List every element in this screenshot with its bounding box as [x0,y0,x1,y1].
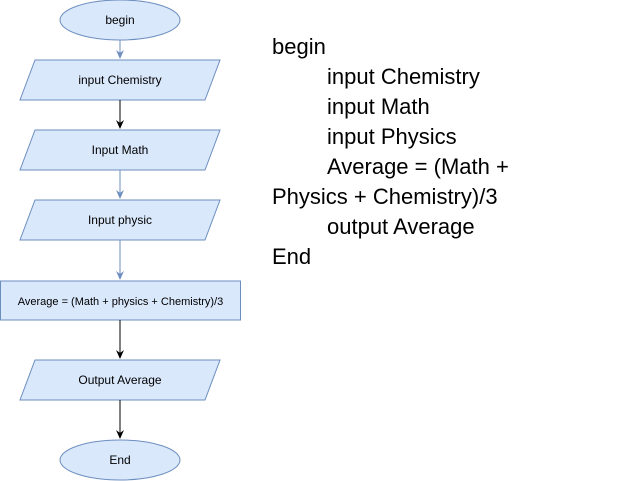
flowchart-diagram: begin input Chemistry Input Math Input p… [0,0,241,481]
end-node: End [59,439,181,481]
pseudocode-input-chemistry: input Chemistry [327,64,480,89]
pseudocode-output-average: output Average [327,214,475,239]
pseudocode-input-physics: input Physics [327,124,457,149]
pseudocode-average-line-2: Physics + Chemistry)/3 [272,184,498,209]
input-physic-node: Input physic [19,199,221,241]
input-math-label: Input Math [92,143,149,157]
begin-label: begin [105,13,134,27]
output-average-label: Output Average [78,373,162,387]
input-chemistry-label: input Chemistry [78,73,161,87]
pseudocode-block: begin input Chemistry input Math input P… [272,32,572,272]
input-math-node: Input Math [19,129,221,171]
average-process-node: Average = (Math + physics + Chemistry)/3 [0,280,241,321]
begin-node: begin [59,0,181,41]
input-physic-label: Input physic [88,213,152,227]
average-process-label: Average = (Math + physics + Chemistry)/3 [18,296,224,308]
pseudocode-end: End [272,244,312,269]
pseudocode-begin: begin [272,34,326,59]
end-label: End [109,453,130,467]
output-average-node: Output Average [19,359,221,401]
input-chemistry-node: input Chemistry [19,59,221,101]
pseudocode-input-math: input Math [327,94,430,119]
pseudocode-average-line-1: Average = (Math + [327,154,509,179]
